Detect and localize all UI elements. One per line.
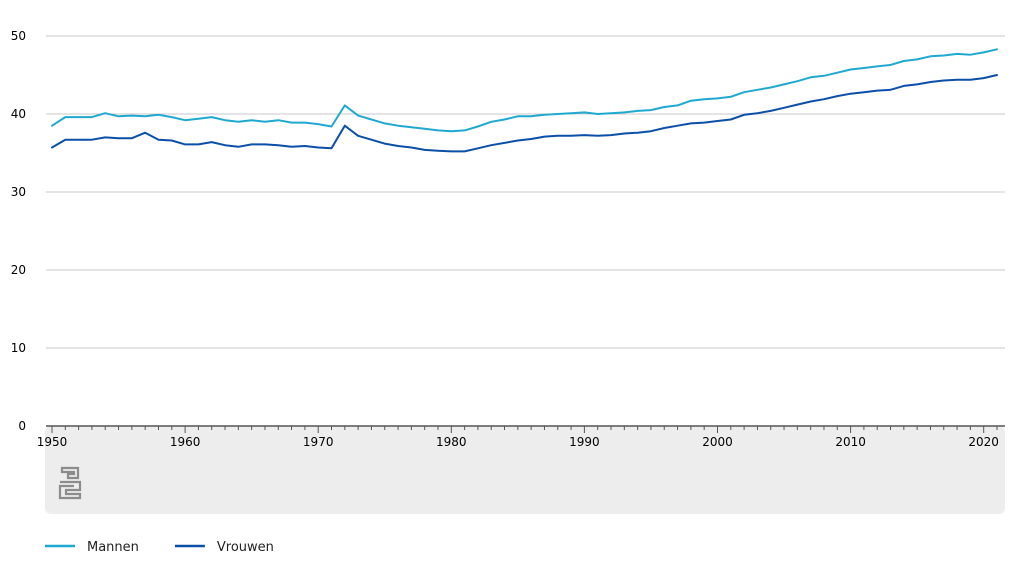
x-tick-labels: 1950 1960 1970 1980 1990 2000 2010 2020 (37, 435, 999, 449)
x-axis (46, 425, 1005, 433)
x-tick-label: 1970 (303, 435, 334, 449)
series-line-vrouwen (51, 74, 998, 153)
x-tick-label: 1990 (569, 435, 600, 449)
x-tick-label: 2010 (835, 435, 866, 449)
y-tick-labels: 0 10 20 30 40 50 (11, 29, 26, 433)
gridlines (46, 35, 1005, 349)
series-layer (51, 48, 998, 153)
legend-label: Mannen (87, 540, 139, 555)
y-tick-label: 40 (11, 107, 26, 121)
footer-band (45, 426, 1005, 514)
x-tick-label: 2020 (968, 435, 999, 449)
series-line-mannen (51, 48, 998, 133)
legend-label: Vrouwen (217, 540, 274, 555)
y-tick-label: 30 (11, 185, 26, 199)
x-tick-label: 1980 (436, 435, 467, 449)
x-tick-label: 2000 (702, 435, 733, 449)
x-tick-label: 1950 (37, 435, 68, 449)
y-tick-label: 20 (11, 263, 26, 277)
legend: Mannen Vrouwen (45, 540, 274, 555)
y-tick-label: 10 (11, 341, 26, 355)
y-tick-label: 0 (18, 419, 26, 433)
cbs-logo-icon (58, 466, 82, 500)
y-tick-label: 50 (11, 29, 26, 43)
x-tick-label: 1960 (170, 435, 201, 449)
